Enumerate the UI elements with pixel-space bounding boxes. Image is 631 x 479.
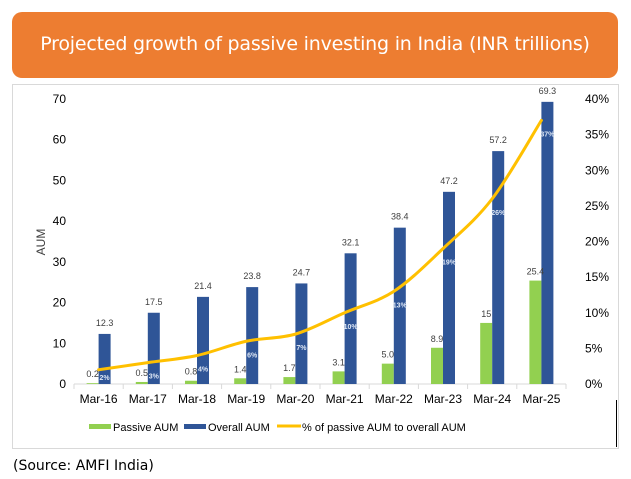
legend-swatch-passive	[89, 424, 111, 429]
data-label-overall: 69.3	[539, 86, 557, 96]
y2-tick-label: 40%	[585, 92, 609, 106]
bar-overall-aum	[393, 227, 406, 384]
x-tick-label: Mar-23	[424, 392, 462, 406]
y-axis-label: AUM	[34, 229, 48, 256]
data-label-percent: 13%	[393, 302, 408, 309]
bar-passive-aum	[234, 378, 247, 384]
bar-overall-aum	[246, 287, 259, 384]
data-label-overall: 24.7	[293, 267, 311, 277]
y2-tick-label: 0%	[585, 377, 603, 391]
data-label-percent: 7%	[296, 345, 307, 352]
x-tick-label: Mar-19	[227, 392, 265, 406]
legend-label-passive: Passive AUM	[113, 422, 178, 434]
y2-tick-label: 35%	[585, 128, 609, 142]
chart-frame	[12, 84, 619, 449]
legend-label-percent: % of passive AUM to overall AUM	[302, 422, 466, 434]
data-label-passive: 0.2	[86, 369, 99, 379]
x-tick-label: Mar-20	[276, 392, 314, 406]
y-tick-label: 20	[53, 296, 67, 310]
chart-title: Projected growth of passive investing in…	[40, 33, 590, 55]
y-tick-label: 0	[59, 377, 66, 391]
title-banner: Projected growth of passive investing in…	[12, 12, 618, 78]
x-tick-label: Mar-17	[129, 392, 167, 406]
data-label-percent: 4%	[198, 367, 209, 374]
data-label-overall: 57.2	[489, 135, 507, 145]
legend-swatch-overall	[184, 424, 206, 429]
data-label-passive: 5.0	[382, 350, 395, 360]
y-tick-label: 40	[53, 214, 67, 228]
y2-tick-label: 5%	[585, 341, 603, 355]
bar-passive-aum	[185, 380, 197, 384]
y-tick-label: 30	[53, 255, 67, 269]
bar-passive-aum	[135, 381, 148, 384]
data-label-percent: 26%	[491, 210, 506, 217]
y2-tick-label: 20%	[585, 235, 609, 249]
y2-tick-label: 25%	[585, 199, 609, 213]
bar-passive-aum	[529, 280, 542, 384]
legend: Passive AUM Overall AUM % of passive AUM t…	[89, 422, 466, 434]
x-axis: Mar-16 Mar-17 Mar-18 Mar-19 Mar-20 Mar-21 Mar-…	[73, 383, 567, 406]
data-label-passive: 1.7	[283, 363, 296, 373]
bar-overall-aum	[344, 253, 357, 384]
data-labels: 0.2 12.3 2% 0.5 17.5 3% 0.8 21.4 4% 1.4 23.8 6% 1.7 2…	[86, 86, 556, 382]
data-label-percent: 10%	[344, 324, 359, 331]
source-note: (Source: AMFI India)	[13, 458, 154, 474]
bar-overall-aum	[147, 312, 160, 384]
data-label-overall: 17.5	[145, 297, 163, 307]
data-label-percent: 2%	[100, 375, 111, 382]
line-percent-passive	[97, 118, 543, 372]
data-label-passive: 1.4	[234, 364, 247, 374]
data-label-overall: 21.4	[194, 281, 212, 291]
bars	[86, 101, 554, 384]
bar-passive-aum	[431, 347, 443, 384]
data-label-percent: 6%	[247, 352, 258, 359]
data-label-overall: 12.3	[96, 318, 114, 328]
x-tick-label: Mar-18	[178, 392, 216, 406]
legend-label-overall: Overall AUM	[208, 422, 270, 434]
bar-overall-aum	[197, 296, 209, 384]
data-label-passive: 3.1	[332, 357, 345, 367]
bar-passive-aum	[283, 377, 296, 384]
bar-overall-aum	[492, 151, 505, 384]
frame-edge	[616, 400, 617, 447]
data-label-overall: 38.4	[391, 212, 409, 222]
y-tick-label: 60	[53, 133, 67, 147]
data-label-overall: 32.1	[342, 237, 360, 247]
bar-passive-aum	[332, 371, 345, 384]
bar-overall-aum	[98, 333, 111, 384]
data-label-percent: 37%	[540, 131, 555, 138]
x-tick-label: Mar-22	[375, 392, 413, 406]
y2-tick-label: 30%	[585, 163, 609, 177]
bar-passive-aum	[381, 363, 394, 384]
data-label-percent: 19%	[442, 260, 457, 267]
data-label-overall: 47.2	[440, 176, 458, 186]
data-label-overall: 23.8	[243, 271, 261, 281]
line-series	[97, 118, 543, 372]
y-tick-label: 10	[53, 336, 67, 350]
data-label-passive: 25.4	[527, 267, 545, 277]
y-tick-label: 50	[53, 173, 67, 187]
bar-passive-aum	[86, 383, 99, 384]
y2-tick-label: 15%	[585, 270, 609, 284]
data-label-percent: 3%	[149, 374, 160, 381]
data-label-passive: 0.8	[185, 367, 198, 377]
y-axis-left: 0 10 20 30 40 50 60 70	[53, 92, 67, 391]
bar-overall-aum	[541, 101, 554, 384]
y-tick-label: 70	[53, 92, 67, 106]
x-tick-label: Mar-25	[522, 392, 560, 406]
data-label-passive: 8.9	[431, 334, 444, 344]
y2-tick-label: 10%	[585, 306, 609, 320]
bar-overall-aum	[443, 191, 455, 384]
x-tick-label: Mar-21	[326, 392, 364, 406]
bar-passive-aum	[480, 322, 493, 384]
data-label-passive: 0.5	[136, 368, 149, 378]
y-axis-right: 0% 5% 10% 15% 20% 25% 30% 35% 40%	[585, 92, 609, 391]
x-tick-label: Mar-24	[473, 392, 511, 406]
data-label-passive: 15	[481, 309, 491, 319]
x-tick-label: Mar-16	[80, 392, 118, 406]
